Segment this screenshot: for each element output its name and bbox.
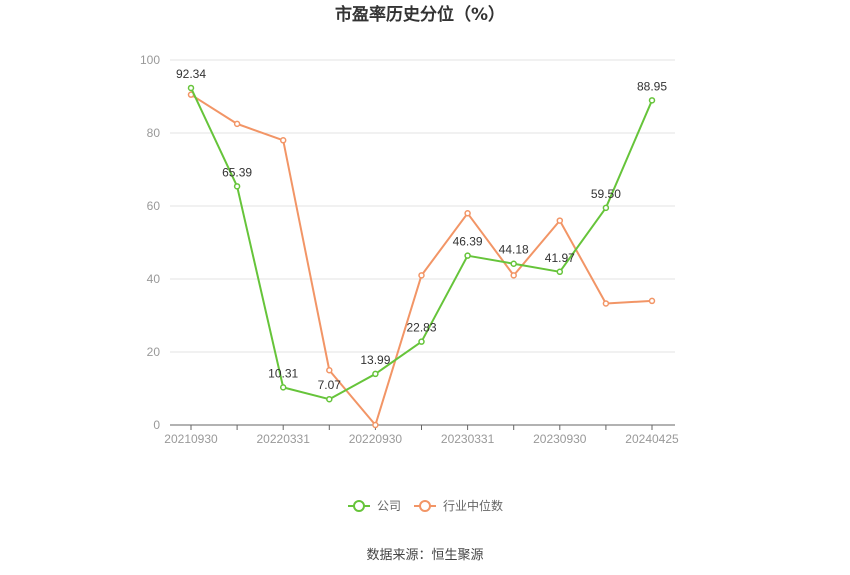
series-1-point-5	[418, 272, 425, 279]
series-1-point-10	[648, 297, 656, 305]
series-1-point-2	[279, 137, 287, 144]
data-label-0: 92.34	[176, 67, 206, 81]
data-label-1: 65.39	[222, 165, 252, 179]
series-0-point-4	[372, 370, 379, 378]
data-label-7: 44.18	[499, 243, 529, 257]
series-1-point-3	[326, 367, 333, 374]
series-1	[187, 91, 656, 429]
series-0-point-8	[556, 268, 564, 276]
legend: 公司 行业中位数	[348, 498, 503, 513]
x-tick-label-20220930: 20220930	[349, 432, 403, 446]
series-1-point-4	[372, 421, 379, 429]
y-tick-label-80: 80	[147, 126, 161, 140]
series-0-point-10	[648, 97, 656, 104]
legend-industry-marker	[419, 500, 431, 512]
data-label-4: 13.99	[360, 353, 390, 367]
x-tick-label-20210930: 20210930	[164, 432, 218, 446]
y-tick-label-0: 0	[153, 418, 160, 432]
series-1-line	[190, 93, 653, 426]
x-axis: 20210930 20220331 20220930 20230331 20230930…	[164, 424, 679, 446]
y-tick-label-100: 100	[140, 53, 160, 67]
series-0-point-5	[418, 338, 425, 345]
series-0	[187, 84, 656, 403]
series-layer	[187, 84, 656, 429]
series-1-point-7	[510, 272, 517, 279]
series-0-point-0	[187, 84, 195, 92]
data-label-8: 41.97	[545, 251, 575, 265]
data-labels: 92.34 65.39 10.31 7.07 13.99 22.83 46.39 44.18 4…	[176, 67, 667, 392]
series-0-point-1	[233, 183, 241, 190]
series-0-point-2	[279, 384, 287, 391]
data-label-10: 88.95	[637, 79, 667, 93]
y-tick-label-40: 40	[147, 272, 161, 286]
y-axis-ticks: 0 20 40 60 80 100	[140, 53, 160, 432]
legend-industry-label: 行业中位数	[443, 498, 503, 513]
data-label-6: 46.39	[453, 235, 483, 249]
series-0-point-6	[464, 252, 471, 259]
data-label-3: 7.07	[318, 378, 342, 392]
series-1-point-1	[233, 120, 241, 128]
grid-lines	[170, 59, 675, 353]
series-0-point-3	[326, 395, 333, 403]
series-1-point-9	[602, 300, 610, 307]
x-tick-label-20240425: 20240425	[625, 432, 679, 446]
chart-title: 市盈率历史分位（%）	[335, 4, 505, 25]
series-0-point-9	[602, 204, 610, 212]
legend-item-industry-median[interactable]: 行业中位数	[414, 498, 503, 513]
data-label-5: 22.83	[406, 321, 436, 335]
legend-company-marker	[353, 500, 365, 512]
data-source: 数据来源：恒生聚源	[366, 548, 483, 563]
y-tick-label-20: 20	[147, 345, 161, 359]
y-tick-label-60: 60	[147, 199, 161, 213]
data-label-2: 10.31	[268, 366, 298, 380]
legend-item-company[interactable]: 公司	[348, 499, 401, 513]
x-tick-label-20220331: 20220331	[257, 432, 311, 446]
x-tick-label-20230930: 20230930	[533, 432, 587, 446]
series-1-point-6	[464, 210, 471, 217]
data-label-9: 59.50	[591, 187, 621, 201]
series-1-point-8	[556, 217, 564, 224]
series-0-point-7	[510, 260, 517, 267]
series-0-line	[190, 87, 653, 401]
legend-company-label: 公司	[377, 499, 401, 513]
x-tick-label-20230331: 20230331	[441, 432, 495, 446]
